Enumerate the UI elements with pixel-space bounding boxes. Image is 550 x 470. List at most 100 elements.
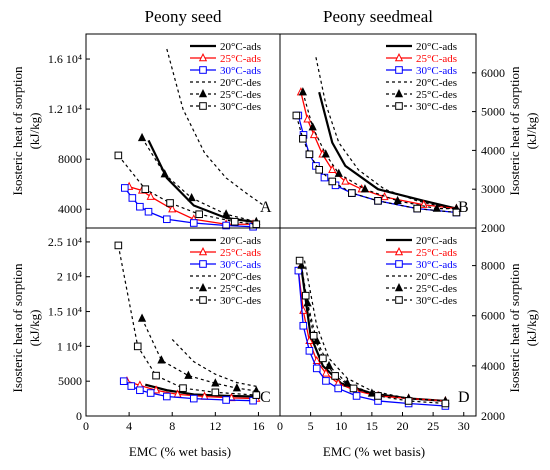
data-point xyxy=(163,392,171,401)
data-point xyxy=(168,204,177,213)
data-point xyxy=(315,166,323,174)
ylabel-right-top-line1: Isosteric heat of sorption xyxy=(507,66,522,195)
data-point xyxy=(367,388,376,397)
y-tick-label: 4000 xyxy=(58,202,82,216)
series-line xyxy=(141,318,257,392)
data-point xyxy=(334,384,342,393)
legend-label: 20°C-ads xyxy=(220,235,261,247)
data-point xyxy=(211,378,220,387)
legend-label: 30°C-des xyxy=(220,101,261,113)
data-point xyxy=(394,88,404,98)
data-point xyxy=(395,296,403,304)
data-point xyxy=(334,168,343,177)
ylabel-left-top-line1: Isosteric heat of sorption xyxy=(10,66,25,195)
ylabel-left-bottom-line1: Isosteric heat of sorption xyxy=(10,263,25,392)
x-tick-label: 0 xyxy=(277,419,283,433)
ylabel-left-top: Isosteric heat of sorption (kJ/kg) xyxy=(10,66,42,195)
series-2 xyxy=(119,377,257,405)
data-point xyxy=(184,370,193,379)
legend-label: 30°C-des xyxy=(416,101,457,113)
data-point xyxy=(349,384,358,393)
series-line xyxy=(147,139,254,223)
data-point xyxy=(305,347,314,355)
data-point xyxy=(189,219,198,227)
data-point xyxy=(137,132,147,142)
column-title-right: Peony seedmeal xyxy=(323,7,433,26)
legend-label: 20°C-ads xyxy=(220,41,261,53)
series-5 xyxy=(295,256,450,408)
legend-label: 20°C-des xyxy=(220,77,261,89)
data-point xyxy=(199,296,207,304)
data-point xyxy=(198,52,208,62)
data-point xyxy=(394,52,404,62)
series-3 xyxy=(166,48,265,206)
series-5 xyxy=(114,241,261,399)
data-point xyxy=(321,368,331,377)
ylabel-left-top-line2: (kJ/kg) xyxy=(27,113,42,150)
data-point xyxy=(328,177,337,186)
legend-label: 25°C-ads xyxy=(416,247,457,259)
ylabel-right-top: Isosteric heat of sorption (kJ/kg) xyxy=(507,66,539,195)
data-point xyxy=(292,111,301,120)
legend-label: 20°C-ads xyxy=(416,235,457,247)
legend: 20°C-ads25°C-ads30°C-ads20°C-des25°C-des… xyxy=(386,235,457,307)
data-point xyxy=(374,197,382,205)
legend-label: 25°C-ads xyxy=(220,53,261,65)
ylabel-right-bottom-line1: Isosteric heat of sorption xyxy=(507,263,522,392)
panel-b: 2000300040005000600020°C-ads25°C-ads30°C… xyxy=(279,33,505,235)
data-point xyxy=(187,192,196,202)
series-line xyxy=(318,91,457,210)
legend-label: 20°C-des xyxy=(416,77,457,89)
data-point xyxy=(189,394,198,403)
series-line xyxy=(117,155,257,225)
data-point xyxy=(198,282,208,292)
ylabel-left-bottom: Isosteric heat of sorption (kJ/kg) xyxy=(10,263,42,392)
y-tick-label: 2000 xyxy=(481,221,505,235)
y-tick-label: 1.6 10⁴ xyxy=(48,52,82,66)
data-point xyxy=(133,342,142,351)
data-point xyxy=(404,397,413,405)
data-point xyxy=(413,204,421,213)
x-tick-label: 8 xyxy=(169,419,175,433)
series-4 xyxy=(137,313,261,395)
ylabel-right-bottom: Isosteric heat of sorption (kJ/kg) xyxy=(507,263,539,392)
series-0 xyxy=(318,91,457,210)
data-point xyxy=(380,191,389,201)
data-point xyxy=(136,386,144,395)
series-line xyxy=(145,383,254,398)
data-point xyxy=(230,217,239,226)
data-point xyxy=(305,150,314,159)
y-tick-label: 5000 xyxy=(58,374,82,388)
data-point xyxy=(146,389,155,397)
legend-label: 20°C-ads xyxy=(416,41,457,53)
series-line xyxy=(171,338,259,388)
legend-label: 25°C-des xyxy=(220,89,261,101)
data-point xyxy=(152,371,160,380)
y-tick-label: 6000 xyxy=(481,309,505,323)
data-point xyxy=(222,221,230,230)
data-point xyxy=(163,215,171,224)
data-point xyxy=(121,184,129,192)
data-point xyxy=(252,391,261,399)
data-point xyxy=(199,102,207,110)
y-tick-label: 2000 xyxy=(481,409,505,423)
data-point xyxy=(211,388,220,397)
ylabel-left-bottom-line2: (kJ/kg) xyxy=(27,310,42,347)
y-tick-label: 6000 xyxy=(481,66,505,80)
series-3 xyxy=(171,338,259,388)
y-tick-label: 1.2 10⁴ xyxy=(48,102,82,116)
data-point xyxy=(312,355,321,365)
y-tick-label: 8000 xyxy=(58,152,82,166)
data-point xyxy=(232,383,241,392)
x-tick-label: 20 xyxy=(397,419,409,433)
series-line xyxy=(302,92,457,210)
data-point xyxy=(319,354,327,363)
data-point xyxy=(395,260,403,268)
ylabel-right-bottom-line2: (kJ/kg) xyxy=(524,310,539,347)
data-point xyxy=(160,169,169,178)
data-point xyxy=(199,66,207,74)
xlabel-right: EMC (% wet basis) xyxy=(323,444,425,459)
data-point xyxy=(198,246,208,256)
